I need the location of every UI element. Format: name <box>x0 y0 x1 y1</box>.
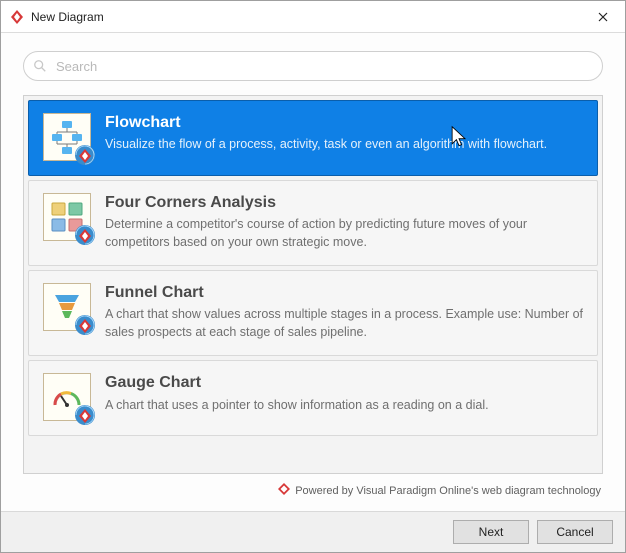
diagram-type-list[interactable]: Flowchart Visualize the flow of a proces… <box>23 95 603 474</box>
search-icon <box>33 59 47 73</box>
thumb-flowchart <box>43 113 91 161</box>
item-title: Gauge Chart <box>105 373 583 392</box>
vp-badge-icon <box>74 144 96 166</box>
vp-badge-icon <box>74 404 96 426</box>
vp-badge-icon <box>74 224 96 246</box>
search-wrap <box>23 51 603 81</box>
thumb-four-corners <box>43 193 91 241</box>
item-title: Funnel Chart <box>105 283 583 302</box>
item-desc: Determine a competitor's course of actio… <box>105 216 583 251</box>
item-body: Flowchart Visualize the flow of a proces… <box>105 113 583 161</box>
item-body: Gauge Chart A chart that uses a pointer … <box>105 373 583 421</box>
vp-small-icon <box>277 482 291 499</box>
new-diagram-dialog: New Diagram <box>0 0 626 553</box>
dialog-content: Flowchart Visualize the flow of a proces… <box>1 33 625 511</box>
item-body: Four Corners Analysis Determine a compet… <box>105 193 583 251</box>
item-desc: Visualize the flow of a process, activit… <box>105 136 583 154</box>
app-icon <box>9 9 25 25</box>
next-button[interactable]: Next <box>453 520 529 544</box>
item-title: Flowchart <box>105 113 583 132</box>
cancel-button[interactable]: Cancel <box>537 520 613 544</box>
thumb-funnel <box>43 283 91 331</box>
powered-by-text: Powered by Visual Paradigm Online's web … <box>295 485 601 497</box>
list-item-funnel[interactable]: Funnel Chart A chart that show values ac… <box>28 270 598 356</box>
window-title: New Diagram <box>31 10 580 24</box>
item-desc: A chart that uses a pointer to show info… <box>105 397 583 415</box>
list-item-gauge[interactable]: Gauge Chart A chart that uses a pointer … <box>28 360 598 436</box>
list-item-flowchart[interactable]: Flowchart Visualize the flow of a proces… <box>28 100 598 176</box>
thumb-gauge <box>43 373 91 421</box>
item-body: Funnel Chart A chart that show values ac… <box>105 283 583 341</box>
vp-badge-icon <box>74 314 96 336</box>
dialog-footer: Next Cancel <box>1 511 625 552</box>
titlebar: New Diagram <box>1 1 625 33</box>
list-item-four-corners[interactable]: Four Corners Analysis Determine a compet… <box>28 180 598 266</box>
item-title: Four Corners Analysis <box>105 193 583 212</box>
item-desc: A chart that show values across multiple… <box>105 306 583 341</box>
search-input[interactable] <box>23 51 603 81</box>
close-button[interactable] <box>580 1 625 32</box>
powered-by: Powered by Visual Paradigm Online's web … <box>23 474 603 503</box>
